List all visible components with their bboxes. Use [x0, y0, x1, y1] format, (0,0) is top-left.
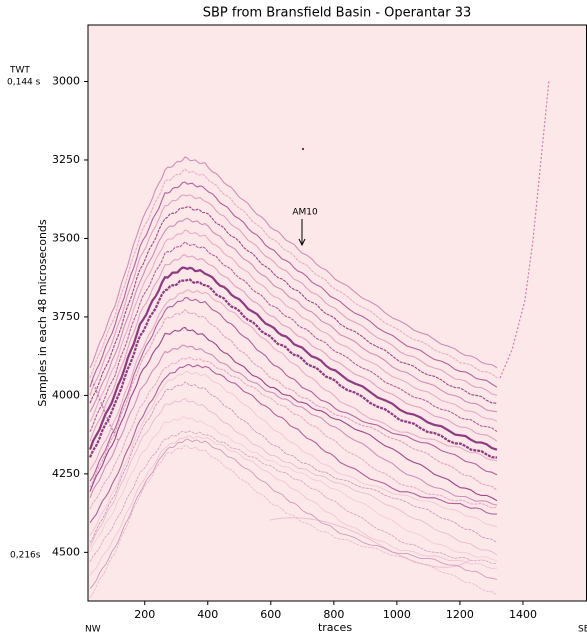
y-tick-label: 4000: [52, 388, 80, 401]
x-axis-label: traces: [318, 621, 352, 634]
reflector: [89, 370, 498, 536]
reflector: [89, 168, 498, 379]
annotation-arrowhead: [298, 238, 306, 247]
y-axis-label: Samples in each 48 microseconds: [36, 219, 49, 407]
y-tick-label: 4250: [52, 467, 80, 480]
reflector: [88, 278, 498, 459]
reflector: [89, 217, 498, 413]
x-tick-label: 200: [134, 608, 155, 621]
reflector: [91, 379, 119, 441]
speck: [302, 148, 304, 150]
reflector: [89, 254, 498, 442]
reflector: [89, 297, 498, 482]
chart-title: SBP from Bransfield Basin - Operantar 33: [203, 6, 472, 21]
y-tick-label: 3250: [52, 153, 80, 166]
reflector: [89, 326, 498, 502]
x-tick-label: 600: [260, 608, 281, 621]
x-tick-label: 1000: [383, 608, 411, 621]
reflector: [89, 194, 498, 396]
reflector: [89, 229, 498, 422]
annotation: 0,144 s: [7, 78, 41, 88]
annotation: AM10: [292, 208, 318, 218]
reflector: [89, 344, 498, 506]
reflector: [89, 356, 498, 510]
y-tick-label: 3750: [52, 310, 80, 323]
reflector: [89, 444, 498, 598]
annotation: 0,216s: [10, 551, 41, 561]
x-tick-label: 1400: [509, 608, 537, 621]
reflector: [89, 397, 498, 556]
reflector: [89, 438, 498, 589]
reflector: [89, 206, 498, 404]
reflector: [89, 156, 498, 369]
reflector: [89, 430, 498, 564]
reflector: [89, 181, 498, 388]
x-tick-label: 800: [323, 608, 344, 621]
x-tick-label: 1200: [446, 608, 474, 621]
annotation: TWT: [9, 66, 30, 76]
reflector: [89, 364, 498, 524]
annotation: SE: [578, 625, 587, 635]
reflector: [89, 289, 498, 471]
y-tick-label: 3500: [52, 231, 80, 244]
annotation: NW: [85, 625, 101, 635]
reflector: [89, 309, 498, 491]
reflector: [89, 416, 498, 562]
reflector: [89, 435, 498, 576]
x-tick-label: 400: [197, 608, 218, 621]
y-tick-label: 4500: [52, 545, 80, 558]
seismic-reflectors: [88, 79, 550, 598]
reflector: [89, 381, 498, 544]
reflector: [269, 517, 471, 568]
image-area: [88, 25, 587, 601]
y-tick-label: 3000: [52, 75, 80, 88]
reflector: [89, 241, 498, 433]
reflector: [88, 266, 498, 451]
reflector: [499, 79, 550, 379]
